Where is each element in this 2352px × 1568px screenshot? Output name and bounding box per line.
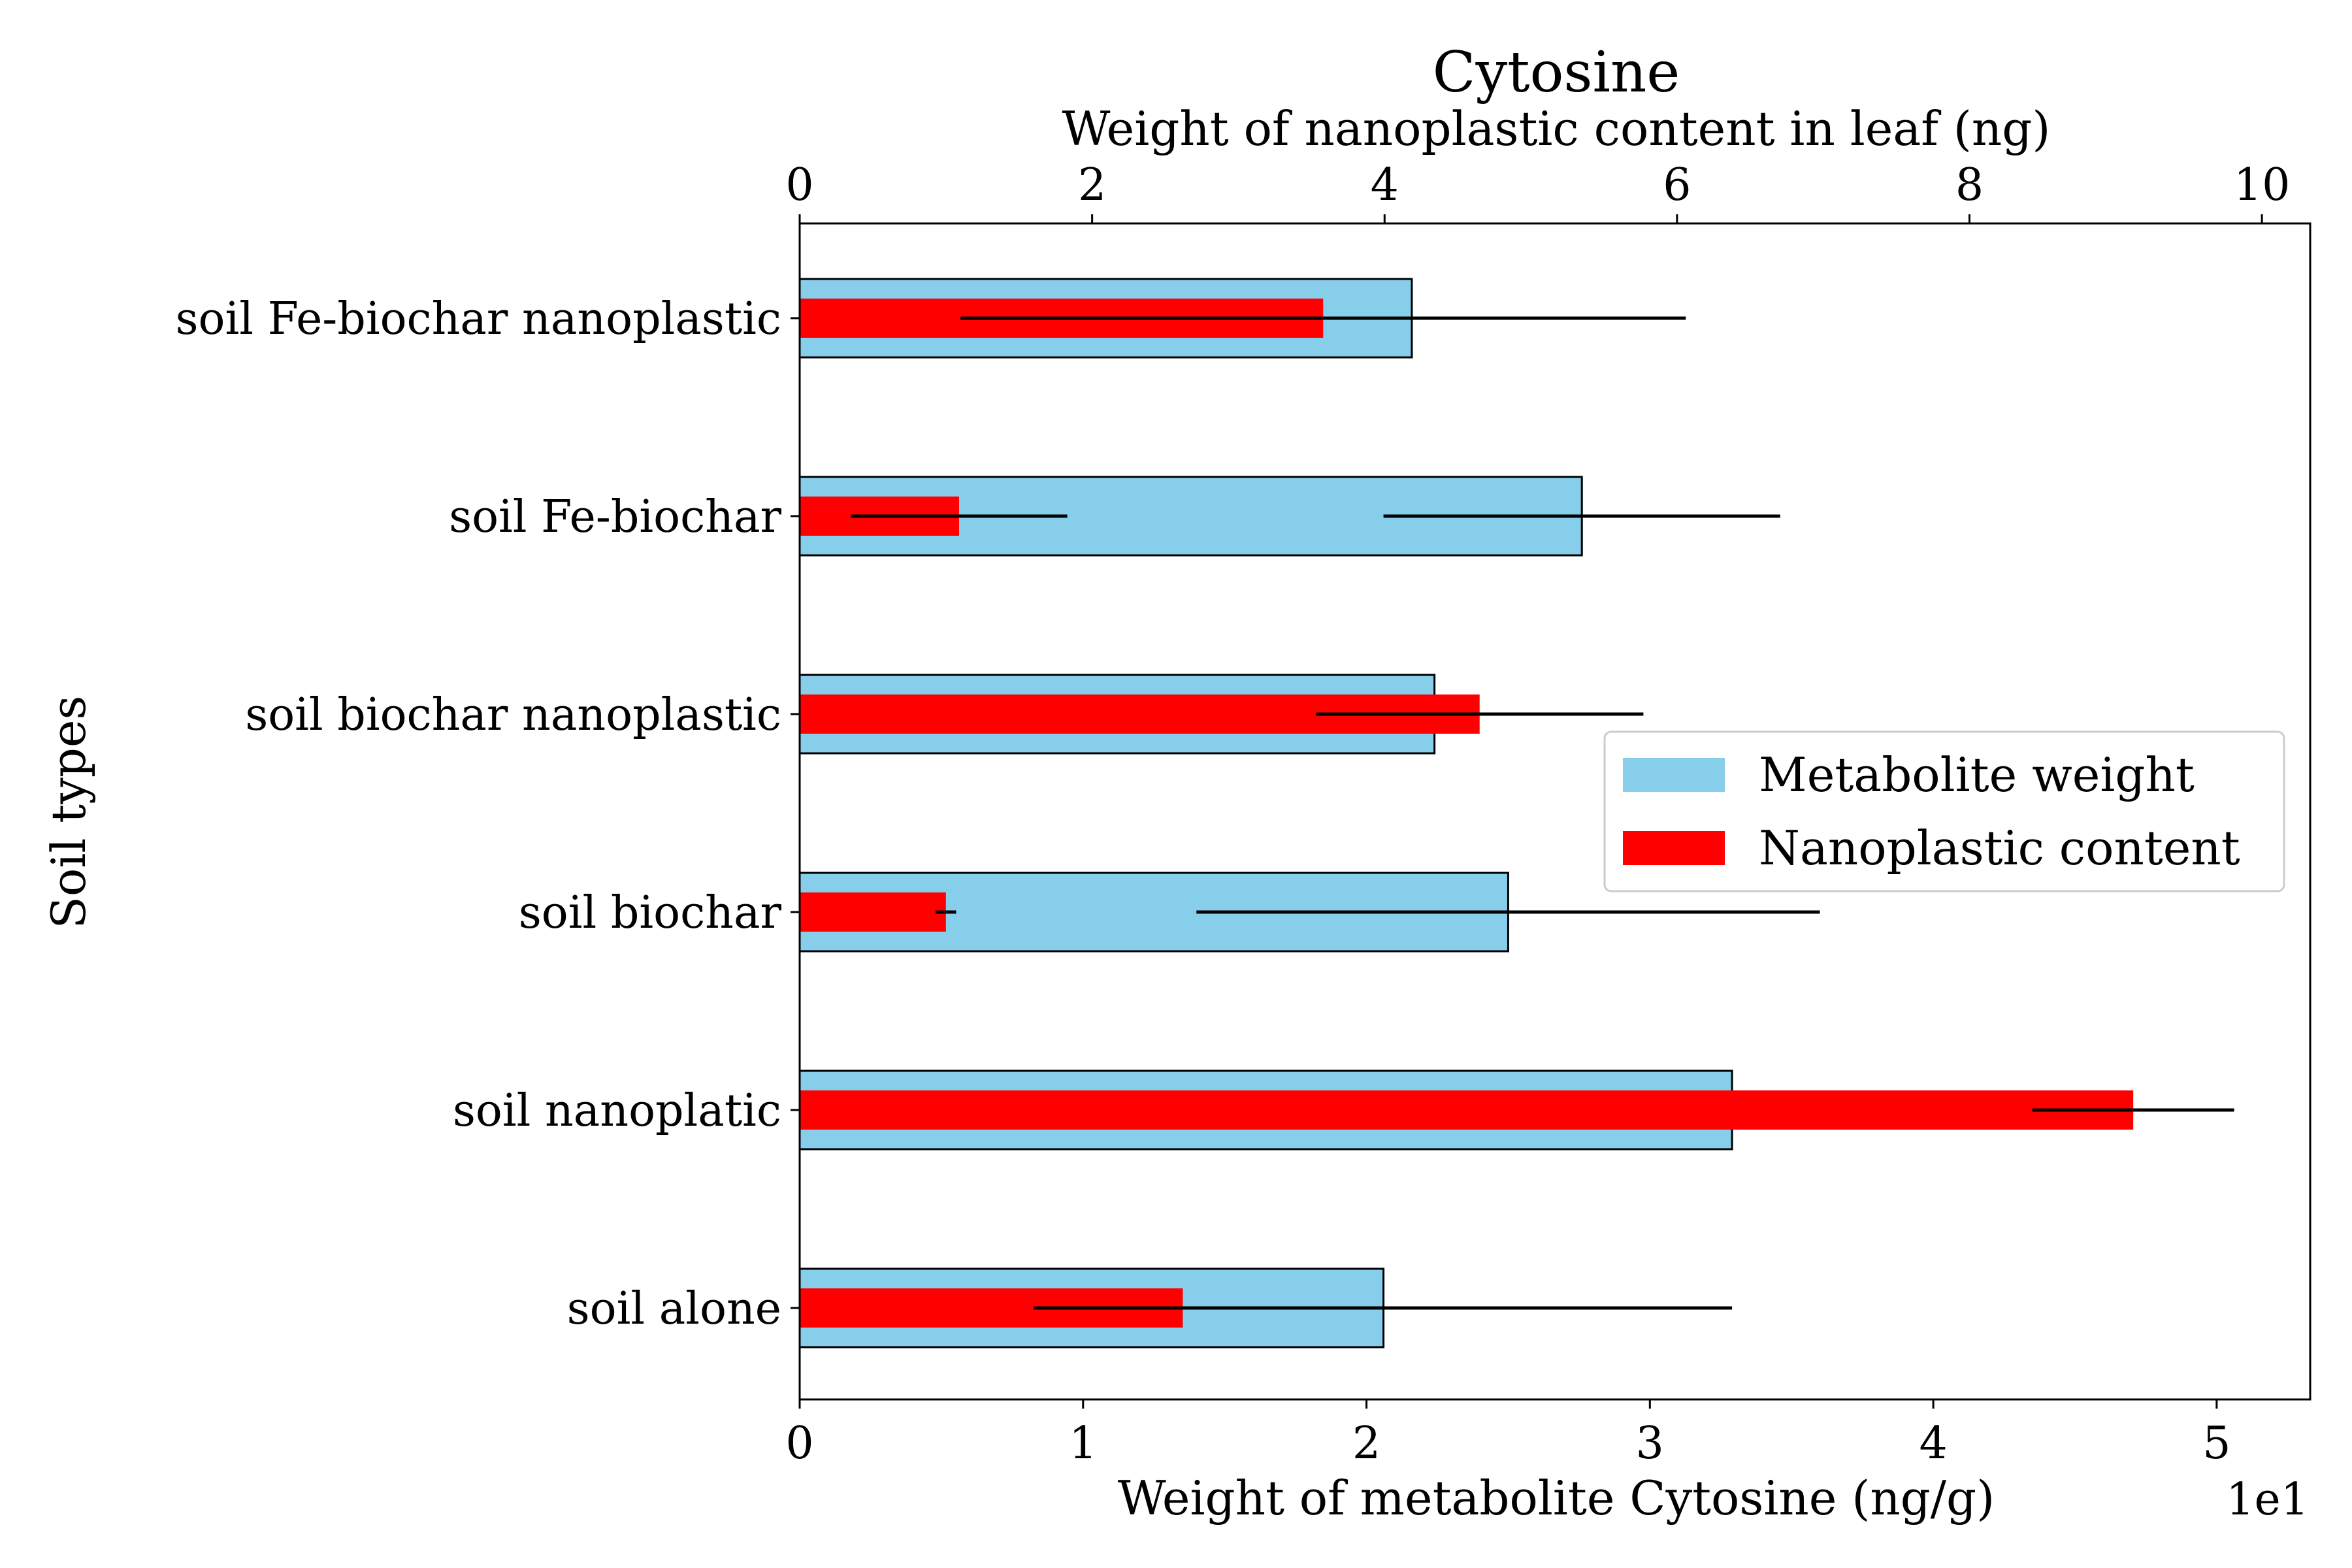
top-axis-tick-label: 8: [1955, 159, 1984, 211]
top-axis-tick-label: 10: [2234, 159, 2291, 211]
bottom-axis-offset-text: 1e1: [2226, 1474, 2309, 1526]
y-tick-label: soil biochar: [519, 887, 782, 939]
y-tick-label: soil Fe-biochar: [449, 491, 781, 543]
top-axis-tick-label: 4: [1371, 159, 1399, 211]
bottom-axis-tick-label: 4: [1919, 1418, 1947, 1469]
top-axis-label: Weight of nanoplastic content in leaf (n…: [1062, 101, 2051, 156]
bottom-axis-tick-label: 1: [1069, 1418, 1097, 1469]
y-tick-label: soil alone: [567, 1283, 781, 1335]
legend-box: [1603, 730, 2285, 892]
y-tick-label: soil nanoplatic: [453, 1085, 781, 1137]
top-axis-tick-label: 6: [1663, 159, 1691, 211]
y-axis-label: Soil types: [41, 696, 96, 929]
bottom-axis-tick-label: 2: [1352, 1418, 1380, 1469]
top-axis-tick-label: 0: [785, 159, 813, 211]
y-tick-label: soil Fe-biochar nanoplastic: [176, 293, 781, 345]
chart-title: Cytosine: [1433, 40, 1680, 105]
legend-swatch: [1623, 758, 1725, 792]
legend-label: Nanoplastic content: [1759, 821, 2240, 875]
legend-swatch: [1623, 831, 1725, 865]
legend: Metabolite weight Nanoplastic content: [1603, 730, 2285, 892]
plot-area: soil alone soil nanoplatic soil biochar soi…: [176, 159, 2311, 1469]
y-tick-label: soil biochar nanoplastic: [245, 689, 781, 741]
bottom-axis-label: Weight of metabolite Cytosine (ng/g): [1118, 1471, 1995, 1526]
plot-frame: [798, 222, 2311, 1401]
top-axis-tick-label: 2: [1078, 159, 1106, 211]
bottom-axis-tick-label: 0: [785, 1418, 813, 1469]
nanoplastic-bar: [800, 1090, 2134, 1130]
legend-label: Metabolite weight: [1759, 747, 2195, 802]
nanoplastic-bar: [800, 892, 946, 932]
bottom-axis-tick-label: 3: [1636, 1418, 1664, 1469]
bottom-axis-tick-label: 5: [2202, 1418, 2230, 1469]
